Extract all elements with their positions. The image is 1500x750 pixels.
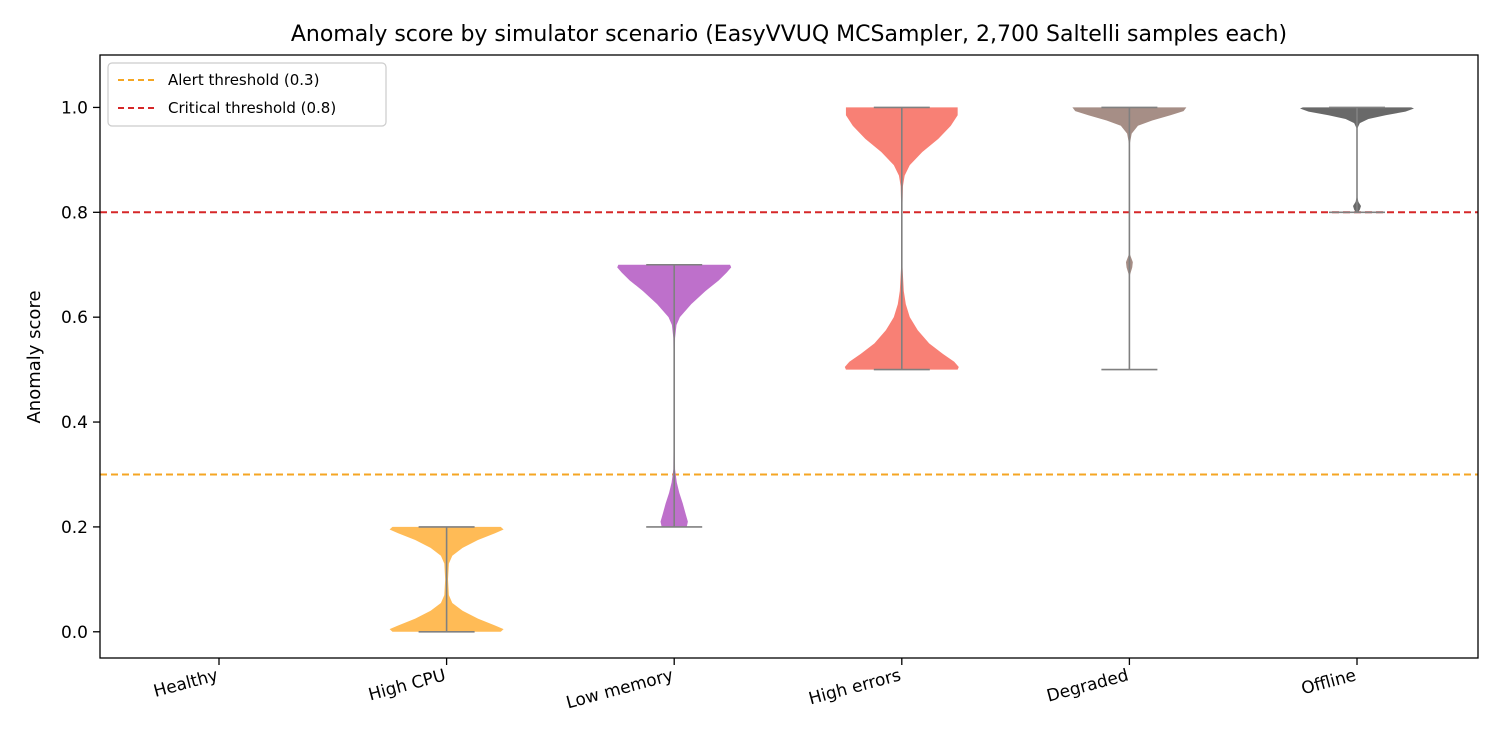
plot-area xyxy=(99,54,1479,659)
y-tick-label: 1.0 xyxy=(61,98,88,118)
x-tick-label: Low memory xyxy=(564,666,675,714)
violin-offline xyxy=(1300,106,1414,214)
threshold-lines xyxy=(100,211,1478,476)
y-tick-label: 0.4 xyxy=(61,413,88,433)
x-tick-label: High errors xyxy=(807,665,904,709)
legend-label: Alert threshold (0.3) xyxy=(168,71,319,89)
x-tick-label: Healthy xyxy=(151,666,220,702)
violins xyxy=(389,106,1414,633)
violin-high-cpu xyxy=(389,526,504,633)
legend: Alert threshold (0.3) Critical threshold … xyxy=(107,62,387,127)
legend-label: Critical threshold (0.8) xyxy=(168,99,336,117)
plot-background xyxy=(100,55,1478,658)
x-axis: Healthy High CPU Low memory High errors Degr… xyxy=(151,658,1358,713)
y-tick-label: 0.2 xyxy=(61,518,88,538)
x-tick-label: High CPU xyxy=(366,666,448,706)
legend-box xyxy=(107,62,387,127)
x-tick-label: Offline xyxy=(1299,666,1358,700)
y-tick-label: 0.6 xyxy=(61,308,88,328)
chart-title: Anomaly score by simulator scenario (Eas… xyxy=(291,22,1287,47)
y-axis-label: Anomaly score xyxy=(24,290,45,423)
y-tick-label: 0.8 xyxy=(61,203,88,223)
y-axis: 0.0 0.2 0.4 0.6 0.8 1.0 xyxy=(61,98,100,643)
violin-degraded xyxy=(1072,106,1187,371)
violin-low-memory xyxy=(617,263,732,528)
plot-frame xyxy=(99,54,1479,659)
y-tick-label: 0.0 xyxy=(61,623,88,643)
x-tick-label: Degraded xyxy=(1045,666,1131,707)
violin-high-errors xyxy=(844,106,959,371)
